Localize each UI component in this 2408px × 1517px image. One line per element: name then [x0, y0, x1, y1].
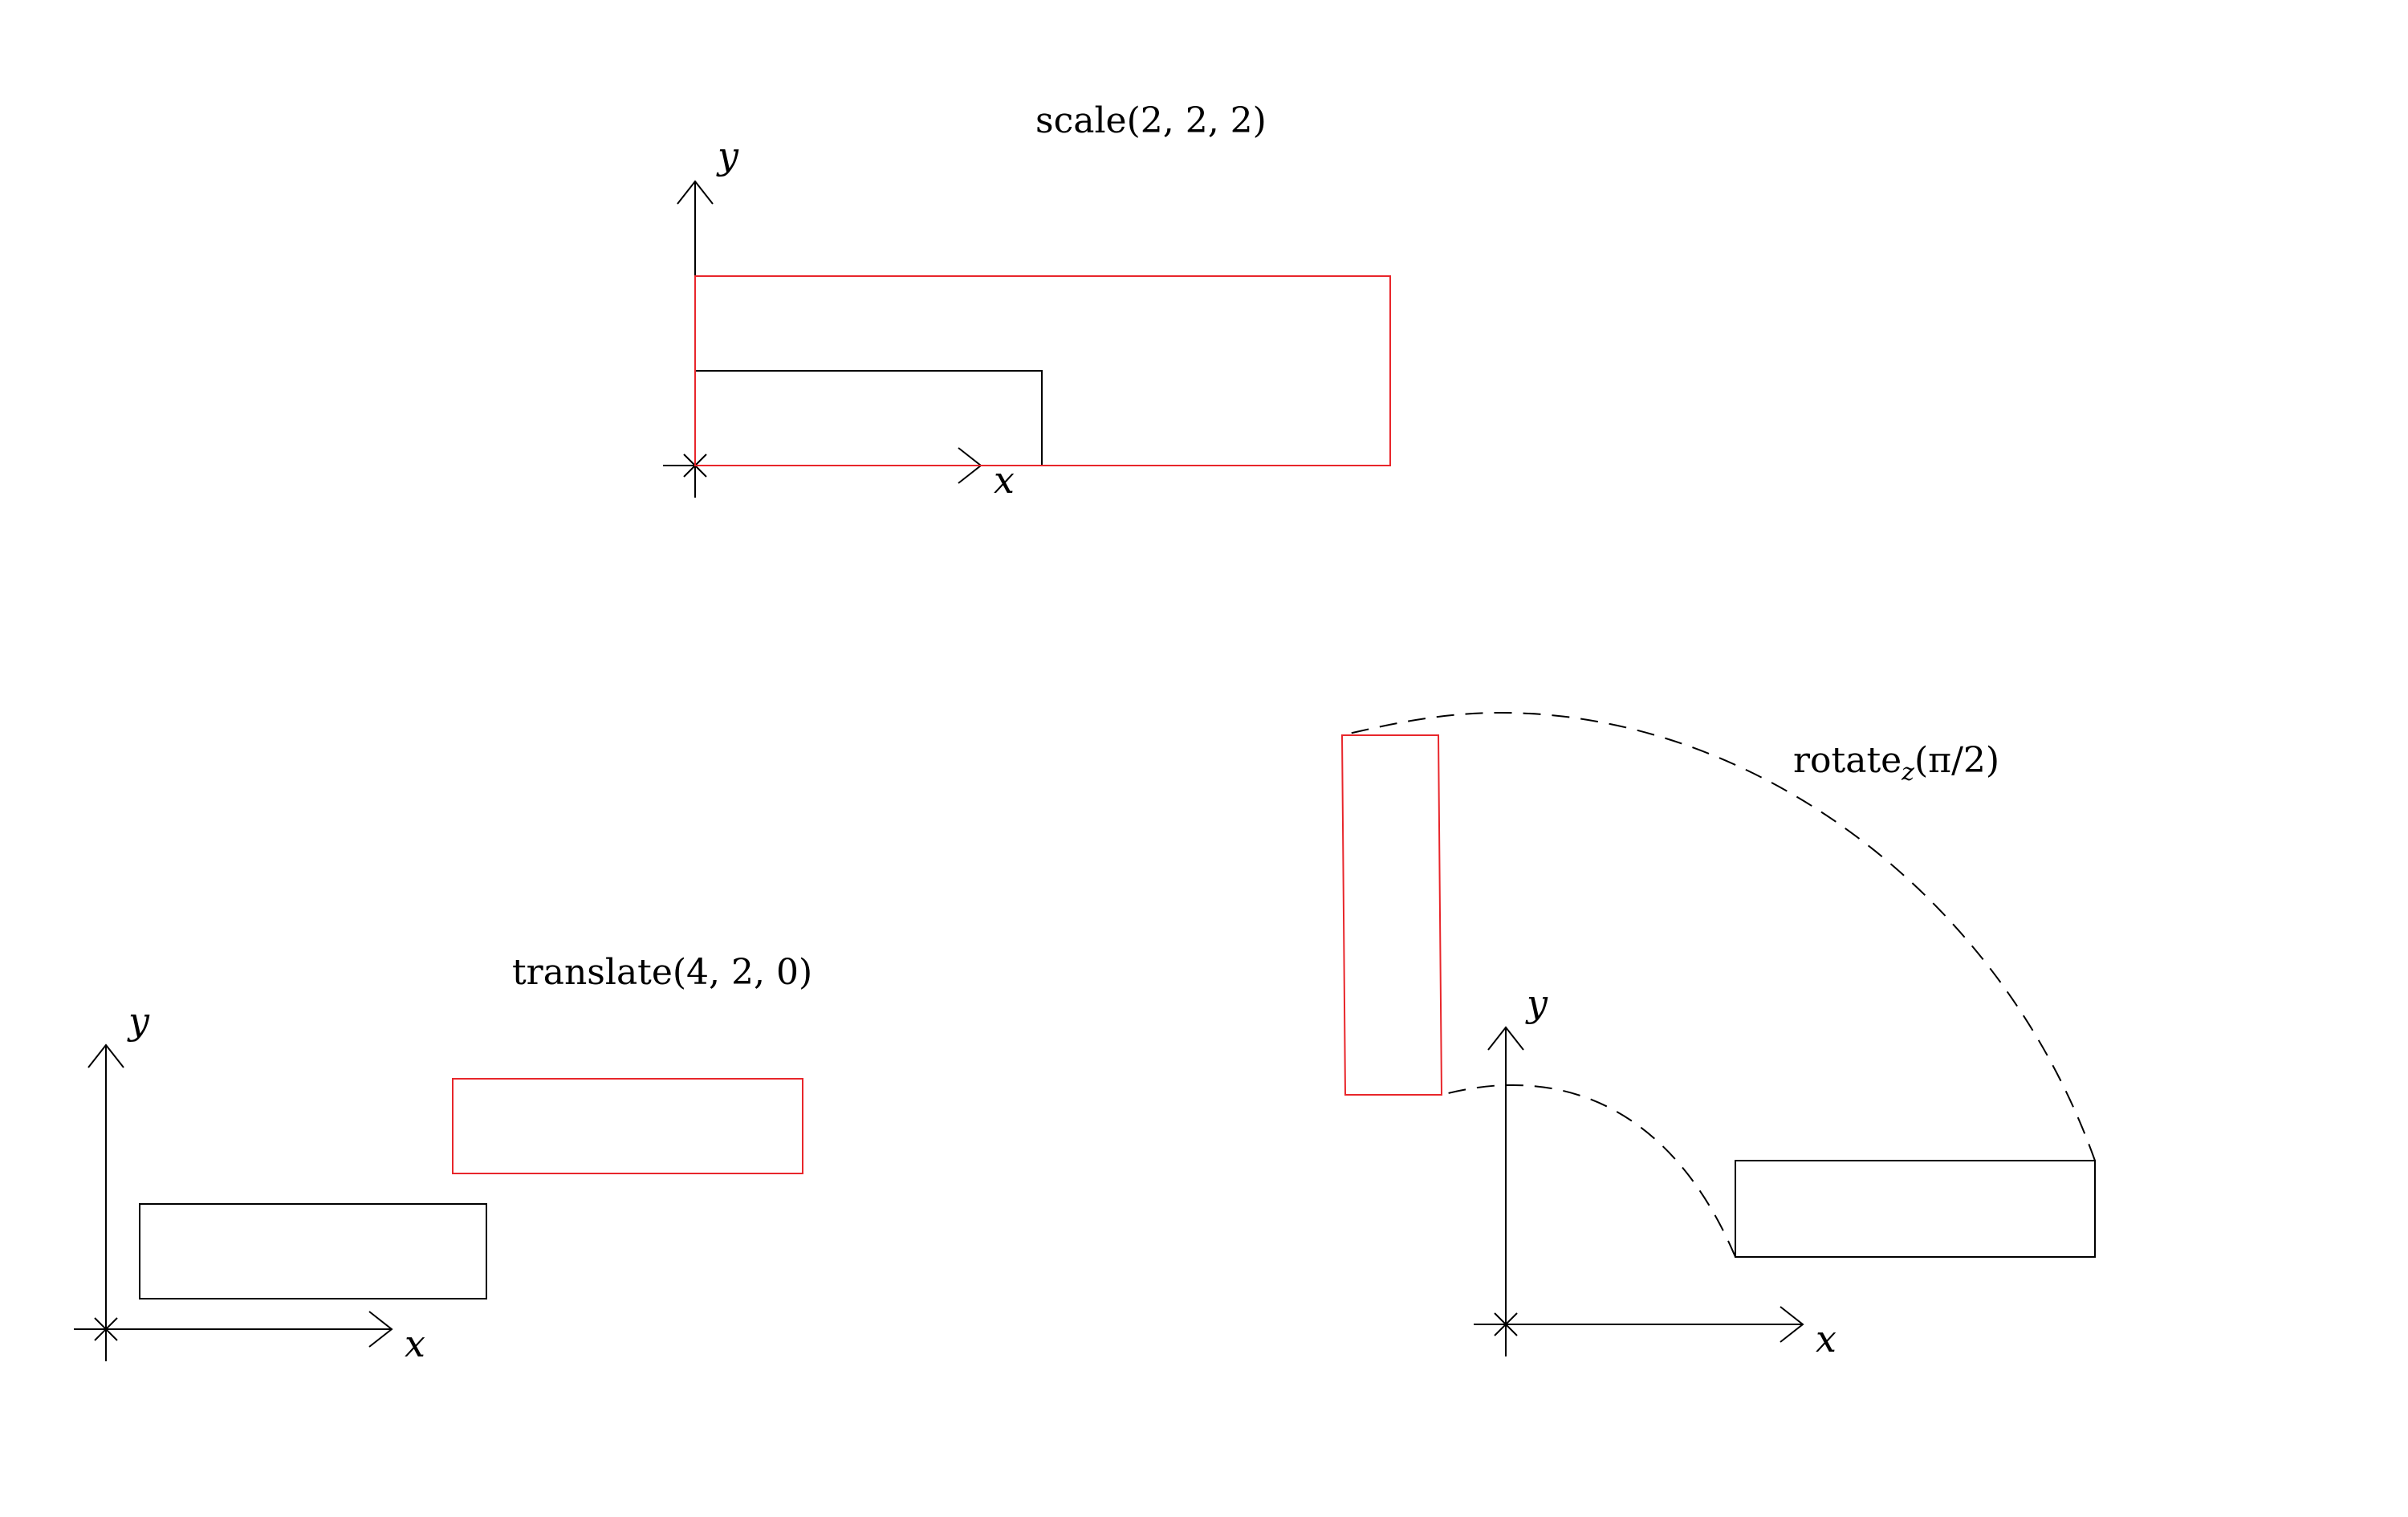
scale-original-rect: [694, 370, 1043, 466]
rotate-origin-cross: [1494, 1312, 1518, 1336]
rotate-x-label: x: [1816, 1317, 1837, 1360]
scale-transformed-rect: [694, 275, 1391, 466]
rotate-y-arrowhead: [1487, 1026, 1524, 1051]
rotate-title-arg: (π/2): [1914, 740, 1999, 781]
translate-y-arrowhead: [87, 1043, 124, 1068]
translate-title: translate(4, 2, 0): [512, 952, 812, 993]
rotate-title-sub: z: [1901, 758, 1914, 787]
rotate-title: rotatez(π/2): [1793, 740, 1999, 787]
translate-y-label: y: [127, 999, 150, 1043]
translate-panel: translate(4, 2, 0) y x: [74, 952, 812, 1365]
translate-origin-cross: [94, 1317, 118, 1341]
rotate-transformed-rect: [1340, 734, 1443, 1096]
scale-y-arrowhead: [677, 180, 714, 205]
rotate-title-main: rotate: [1793, 740, 1902, 781]
rotate-panel: rotatez(π/2) y x: [1340, 711, 2096, 1360]
translate-x-label: x: [405, 1322, 425, 1365]
rotate-y-label: y: [1525, 982, 1548, 1025]
rotate-original-rect: [1735, 1160, 2096, 1258]
scale-y-label: y: [716, 134, 739, 177]
scale-title: scale(2, 2, 2): [1035, 100, 1267, 141]
translate-transformed-rect: [452, 1078, 803, 1174]
rotate-x-arrowhead: [1780, 1306, 1804, 1343]
translate-x-arrowhead: [368, 1311, 393, 1348]
translate-original-rect: [139, 1203, 487, 1299]
rotate-outer-arc: [1341, 711, 2096, 1161]
rotate-inner-arc: [1441, 1084, 1736, 1258]
scale-panel: scale(2, 2, 2) y x: [663, 100, 1391, 502]
